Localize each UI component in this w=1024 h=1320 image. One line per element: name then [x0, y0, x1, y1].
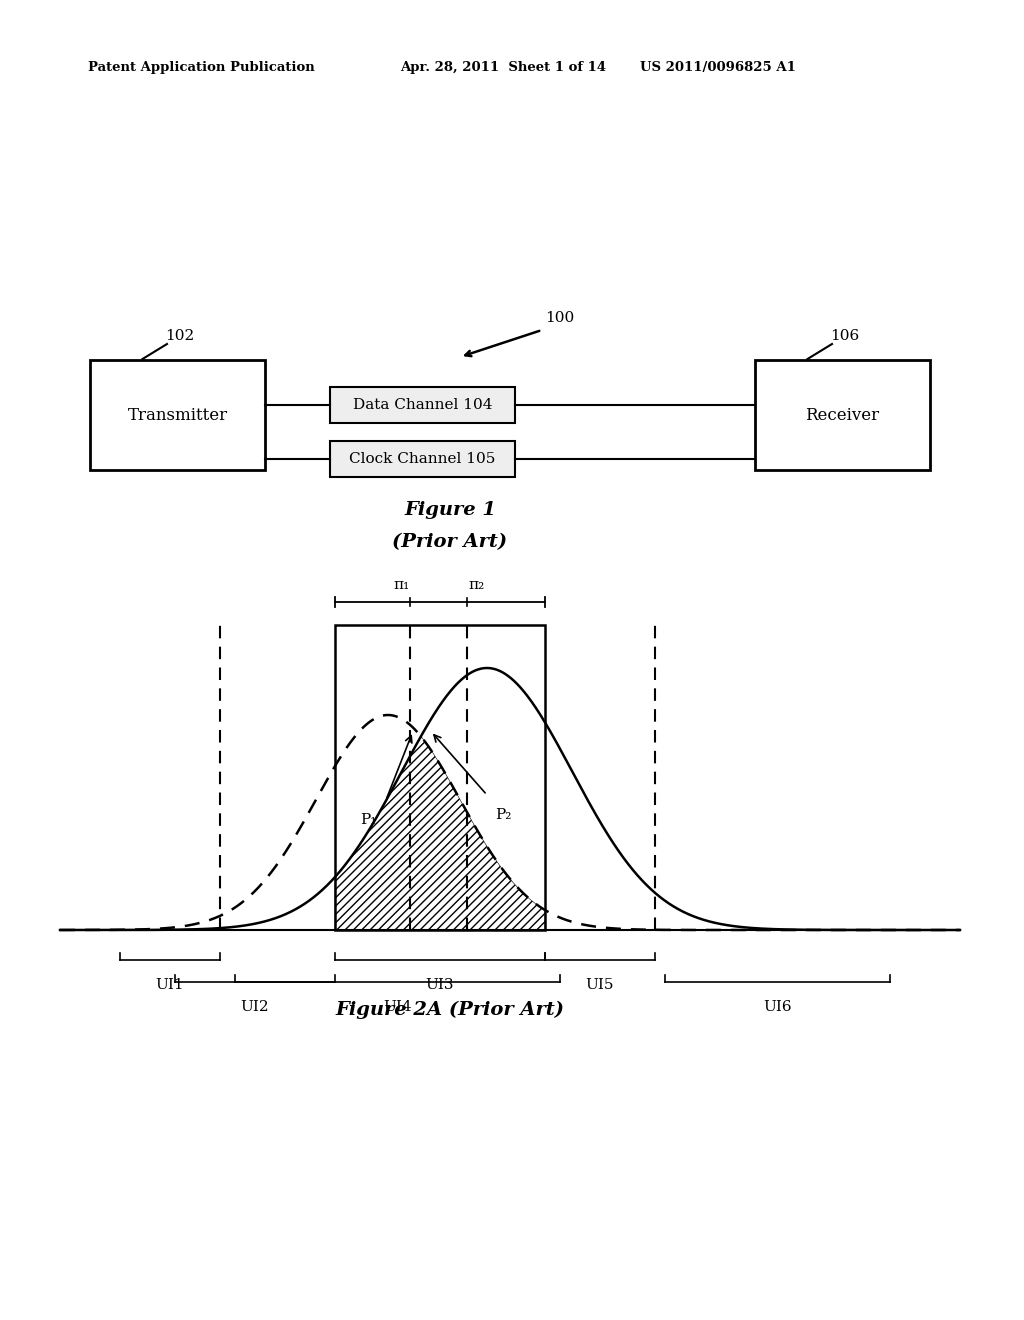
Bar: [330, 387, 515, 422]
Text: 106: 106: [830, 329, 859, 343]
Bar: [330, 441, 515, 477]
Text: Figure 2A (Prior Art): Figure 2A (Prior Art): [336, 1001, 564, 1019]
Text: Transmitter: Transmitter: [127, 407, 227, 424]
Text: π₁: π₁: [394, 578, 411, 591]
Text: Clock Channel 105: Clock Channel 105: [349, 451, 496, 466]
Bar: [755, 360, 930, 470]
Text: UI6: UI6: [763, 1001, 792, 1014]
Text: 100: 100: [545, 312, 574, 325]
Text: Receiver: Receiver: [806, 407, 880, 424]
Text: UI4: UI4: [383, 1001, 412, 1014]
Bar: [90, 360, 265, 470]
Text: Figure 1: Figure 1: [404, 502, 496, 519]
Text: UI1: UI1: [156, 978, 184, 993]
Text: UI5: UI5: [586, 978, 614, 993]
Text: π₂: π₂: [469, 578, 485, 591]
Text: Apr. 28, 2011  Sheet 1 of 14: Apr. 28, 2011 Sheet 1 of 14: [400, 61, 606, 74]
Text: P₂: P₂: [495, 808, 511, 822]
Text: (Prior Art): (Prior Art): [392, 533, 508, 550]
Text: Patent Application Publication: Patent Application Publication: [88, 61, 314, 74]
Bar: [335, 624, 545, 931]
Text: UI2: UI2: [241, 1001, 269, 1014]
Text: P₁: P₁: [359, 813, 376, 828]
Text: Data Channel 104: Data Channel 104: [352, 399, 493, 412]
Text: 102: 102: [165, 329, 195, 343]
Text: UI3: UI3: [426, 978, 455, 993]
Text: US 2011/0096825 A1: US 2011/0096825 A1: [640, 61, 796, 74]
